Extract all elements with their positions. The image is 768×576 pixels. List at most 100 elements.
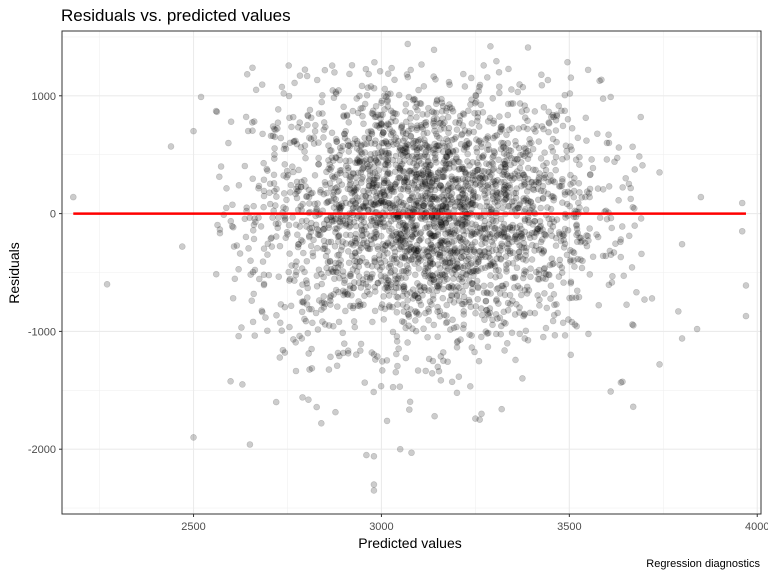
data-point (459, 288, 466, 295)
data-point (517, 232, 524, 240)
data-point (457, 202, 465, 209)
data-point (479, 109, 487, 116)
data-point (356, 241, 364, 249)
data-point (300, 298, 307, 305)
data-point (504, 172, 512, 180)
data-point (386, 302, 393, 309)
data-point (545, 178, 552, 186)
data-point (521, 286, 529, 294)
data-point (373, 219, 381, 226)
data-point (351, 186, 358, 193)
data-point (368, 130, 376, 138)
data-point (401, 174, 408, 182)
data-point (379, 241, 387, 248)
data-point (444, 187, 452, 195)
data-point (419, 111, 426, 118)
data-point (490, 177, 498, 184)
data-point (426, 178, 433, 185)
data-point (484, 133, 492, 140)
data-point (536, 223, 544, 231)
data-point (390, 256, 398, 263)
data-point (381, 85, 389, 93)
data-point (447, 230, 455, 238)
data-point (439, 173, 447, 181)
data-point (630, 205, 638, 212)
data-point (497, 231, 505, 239)
data-point (568, 124, 576, 132)
data-point (503, 195, 510, 202)
data-point (425, 146, 432, 153)
data-point (622, 174, 630, 182)
data-point (438, 221, 446, 229)
data-point (303, 72, 311, 80)
data-point (289, 113, 297, 121)
data-point (472, 309, 479, 317)
data-point (333, 201, 340, 208)
data-point (382, 274, 390, 282)
data-point (434, 303, 441, 311)
data-point (401, 225, 409, 232)
data-point (388, 128, 396, 136)
data-point (448, 292, 456, 300)
data-point (460, 70, 467, 78)
data-point (338, 147, 345, 155)
data-point (293, 258, 300, 265)
data-point (249, 64, 256, 72)
data-point (479, 153, 486, 161)
data-point (414, 138, 422, 146)
data-point (378, 149, 385, 156)
data-point (341, 277, 349, 284)
data-point (375, 166, 383, 174)
data-point (589, 253, 597, 261)
data-point (346, 272, 354, 279)
data-point (465, 277, 473, 284)
data-point (469, 267, 477, 275)
data-point (377, 215, 385, 222)
data-point (496, 128, 504, 136)
data-point (374, 160, 382, 167)
data-point (476, 203, 484, 210)
data-point (453, 126, 461, 133)
data-point (355, 205, 363, 213)
data-point (443, 153, 450, 160)
data-point (296, 72, 304, 79)
data-point (454, 198, 462, 205)
data-point (625, 180, 633, 188)
data-point (583, 242, 591, 250)
data-point (479, 225, 487, 233)
data-point (468, 280, 476, 287)
data-point (494, 284, 502, 292)
data-point (413, 100, 421, 108)
data-point (433, 97, 441, 105)
data-point (360, 157, 368, 165)
data-point (501, 225, 508, 232)
data-point (434, 196, 441, 204)
data-point (611, 158, 618, 166)
data-point (436, 252, 444, 259)
data-point (507, 100, 515, 107)
data-point (476, 181, 484, 189)
data-point (497, 255, 504, 262)
data-point (396, 445, 404, 453)
data-point (471, 348, 478, 356)
data-point (340, 340, 348, 347)
data-point (619, 184, 626, 191)
data-point (320, 225, 327, 233)
data-point (363, 288, 371, 295)
data-point (428, 301, 435, 308)
data-point (468, 205, 475, 213)
data-point (446, 164, 453, 172)
data-point (578, 194, 586, 201)
data-point (417, 178, 425, 186)
x-tick-label: 3000 (369, 521, 393, 533)
data-point (401, 255, 409, 262)
data-point (241, 215, 249, 223)
data-point (415, 294, 422, 302)
data-point (336, 274, 343, 282)
data-point (377, 115, 384, 123)
data-point (410, 95, 418, 103)
data-point (359, 112, 366, 120)
data-point (422, 192, 429, 200)
data-point (405, 183, 412, 191)
data-point (391, 76, 398, 84)
